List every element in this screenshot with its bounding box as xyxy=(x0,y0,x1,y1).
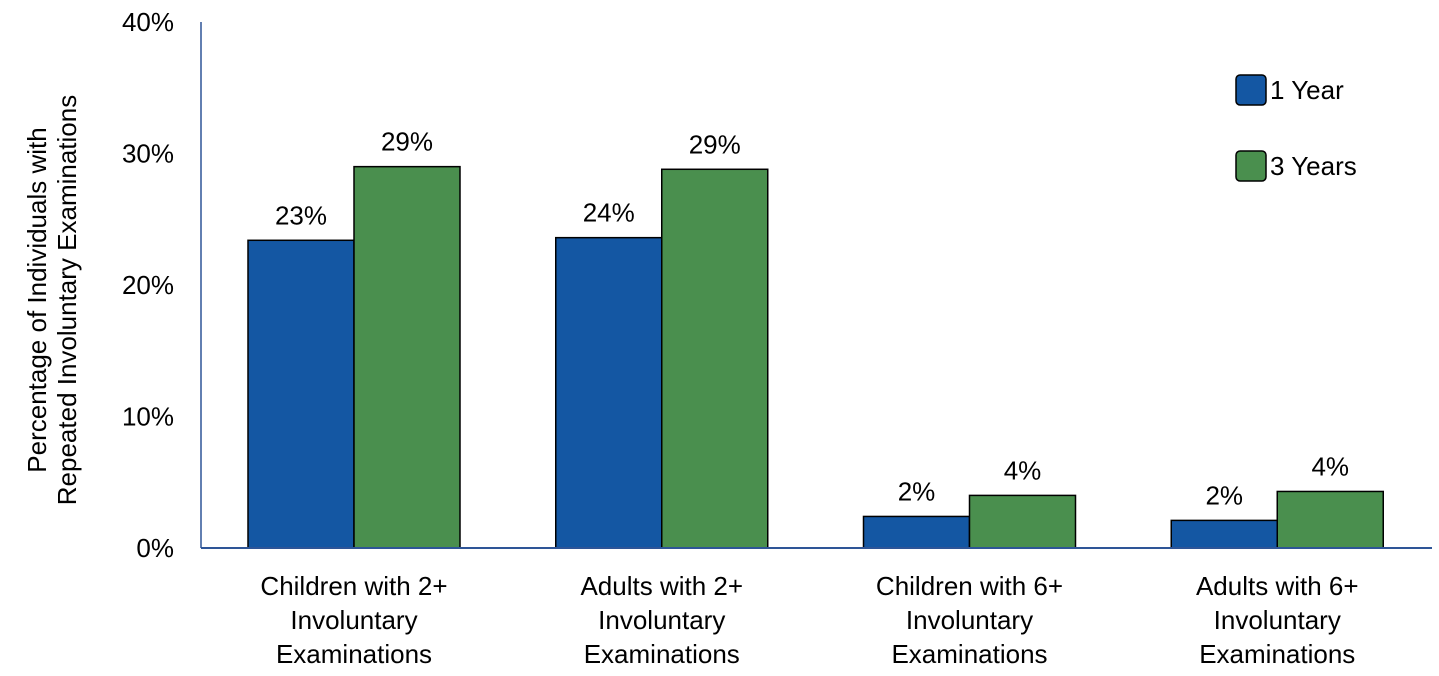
x-category-label-line: Involuntary xyxy=(290,605,417,635)
bar-data-label: 29% xyxy=(689,129,741,159)
bar-data-label: 4% xyxy=(1311,451,1349,481)
bar-1-year xyxy=(1170,519,1278,549)
x-category-label-line: Adults with 2+ xyxy=(580,571,743,601)
x-category-label-line: Adults with 6+ xyxy=(1196,571,1359,601)
y-tick-label: 10% xyxy=(122,402,174,432)
x-category-label-line: Involuntary xyxy=(906,605,1033,635)
x-category-label-line: Examinations xyxy=(891,639,1047,669)
x-category-label-line: Examinations xyxy=(1199,639,1355,669)
x-category-label-line: Examinations xyxy=(276,639,432,669)
legend-label: 3 Years xyxy=(1270,151,1357,181)
bar-data-label: 4% xyxy=(1004,455,1042,485)
y-axis-title-line: Repeated Involuntary Examinations xyxy=(52,95,82,505)
bar-1-year xyxy=(862,515,971,549)
x-category-label-line: Examinations xyxy=(584,639,740,669)
x-category-label-line: Children with 2+ xyxy=(260,571,447,601)
x-axis-category-labels: Children with 2+ Involuntary ExaminationsA… xyxy=(260,571,1358,669)
legend-label: 1 Year xyxy=(1270,75,1344,105)
y-tick-label: 30% xyxy=(122,139,174,169)
x-category-label: Children with 6+ Involuntary Examinations xyxy=(876,571,1063,669)
bar-3-years xyxy=(661,168,769,549)
axes xyxy=(200,22,1432,549)
x-category-label-line: Children with 6+ xyxy=(876,571,1063,601)
x-category-label-line: Involuntary xyxy=(1214,605,1341,635)
x-category-label: Children with 2+ Involuntary Examinations xyxy=(260,571,447,669)
legend-swatch-3-years xyxy=(1235,150,1267,182)
y-axis-title-text: Percentage of Individuals withRepeated I… xyxy=(22,95,82,505)
bar-series xyxy=(247,165,1384,549)
bar-1-year xyxy=(555,236,663,549)
x-category-label: Adults with 2+ Involuntary Examinations xyxy=(580,571,743,669)
x-category-label: Adults with 6+ Involuntary Examinations xyxy=(1196,571,1359,669)
bar-data-label: 29% xyxy=(381,127,433,157)
y-axis-title-line: Percentage of Individuals with xyxy=(22,127,52,472)
y-axis-tick-labels: 0% 10% 20% 30% 40% xyxy=(122,7,174,563)
legend: 1 Year 3 Years xyxy=(1235,74,1357,182)
bar-1-year xyxy=(247,239,355,549)
y-axis-title: Percentage of Individuals withRepeated I… xyxy=(22,95,82,505)
data-labels: 23% 29% 24% 29% 2% 4% 2% 4% xyxy=(275,127,1349,511)
bar-data-label: 23% xyxy=(275,200,327,230)
bar-3-years xyxy=(1276,490,1384,549)
x-category-label-line: Involuntary xyxy=(598,605,725,635)
y-tick-label: 0% xyxy=(136,533,174,563)
bar-3-years xyxy=(968,494,1077,549)
y-tick-label: 40% xyxy=(122,7,174,37)
legend-swatch-1-year xyxy=(1235,74,1267,106)
bar-3-years xyxy=(353,165,461,549)
bar-data-label: 2% xyxy=(1205,480,1243,510)
bar-data-label: 24% xyxy=(583,198,635,228)
y-tick-label: 20% xyxy=(122,270,174,300)
bar-data-label: 2% xyxy=(898,476,936,506)
